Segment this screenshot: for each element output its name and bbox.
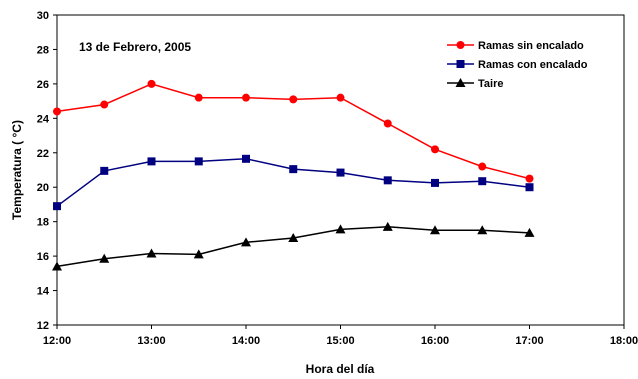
x-tick-label: 12:00 xyxy=(43,335,71,347)
x-tick-label: 14:00 xyxy=(232,335,260,347)
x-axis-label: Hora del día xyxy=(306,362,375,376)
data-point xyxy=(242,154,250,163)
data-point xyxy=(477,225,488,235)
data-point xyxy=(52,261,62,271)
data-point xyxy=(431,178,439,187)
legend-entry: Ramas con encalado xyxy=(478,59,588,71)
data-point xyxy=(478,162,487,171)
data-point xyxy=(525,174,534,183)
data-point xyxy=(99,253,110,263)
y-tick-label: 24 xyxy=(37,113,50,125)
data-point xyxy=(335,224,346,234)
data-point xyxy=(478,177,487,186)
data-point xyxy=(194,157,203,166)
data-point xyxy=(147,79,156,88)
y-tick-label: 20 xyxy=(37,182,49,194)
series-group xyxy=(52,221,535,271)
legend-marker xyxy=(456,60,465,68)
data-point xyxy=(288,233,299,243)
legend-entry: Taire xyxy=(478,78,503,90)
data-point xyxy=(53,202,61,211)
x-tick-label: 13:00 xyxy=(137,335,165,347)
data-point xyxy=(336,168,345,177)
x-tick-label: 17:00 xyxy=(515,335,543,347)
data-point xyxy=(383,119,392,128)
data-point xyxy=(336,93,345,102)
y-axis-label: Temperatura ( °C) xyxy=(10,120,24,220)
y-tick-label: 16 xyxy=(37,251,49,263)
legend: Ramas sin encalado Ramas con encalado Tair… xyxy=(447,40,588,90)
data-point xyxy=(289,165,298,174)
axes: 12 14 16 18 20 22 24 26 28 30 12:00 13:00 14:00 15:00… xyxy=(37,10,638,347)
y-tick-label: 28 xyxy=(37,44,49,56)
data-point xyxy=(146,248,157,258)
data-point xyxy=(193,249,204,259)
y-tick-label: 18 xyxy=(37,217,49,229)
data-point xyxy=(383,176,392,185)
data-point xyxy=(147,157,156,166)
data-point xyxy=(241,237,251,247)
y-tick-label: 26 xyxy=(37,79,49,91)
y-tick-label: 22 xyxy=(37,148,49,160)
chart-annotation: 13 de Febrero, 2005 xyxy=(79,40,191,54)
data-point xyxy=(525,183,534,192)
data-point xyxy=(524,227,535,237)
data-point xyxy=(242,93,250,102)
legend-entry: Ramas sin encalado xyxy=(478,40,584,52)
data-point xyxy=(382,221,393,231)
data-point xyxy=(430,225,440,235)
y-tick-label: 14 xyxy=(37,286,50,298)
y-tick-label: 12 xyxy=(37,320,49,332)
x-tick-label: 15:00 xyxy=(326,335,354,347)
legend-marker xyxy=(456,41,465,49)
series-group xyxy=(53,79,534,183)
series-group xyxy=(53,154,534,211)
series-layer xyxy=(52,79,535,271)
legend-marker xyxy=(455,78,466,87)
x-tick-label: 18:00 xyxy=(610,335,638,347)
data-point xyxy=(431,145,439,154)
x-tick-label: 16:00 xyxy=(421,335,449,347)
data-point xyxy=(100,100,109,109)
data-point xyxy=(194,93,203,102)
data-point xyxy=(53,107,61,116)
y-tick-label: 30 xyxy=(37,10,49,22)
data-point xyxy=(289,95,298,104)
data-point xyxy=(100,166,109,175)
